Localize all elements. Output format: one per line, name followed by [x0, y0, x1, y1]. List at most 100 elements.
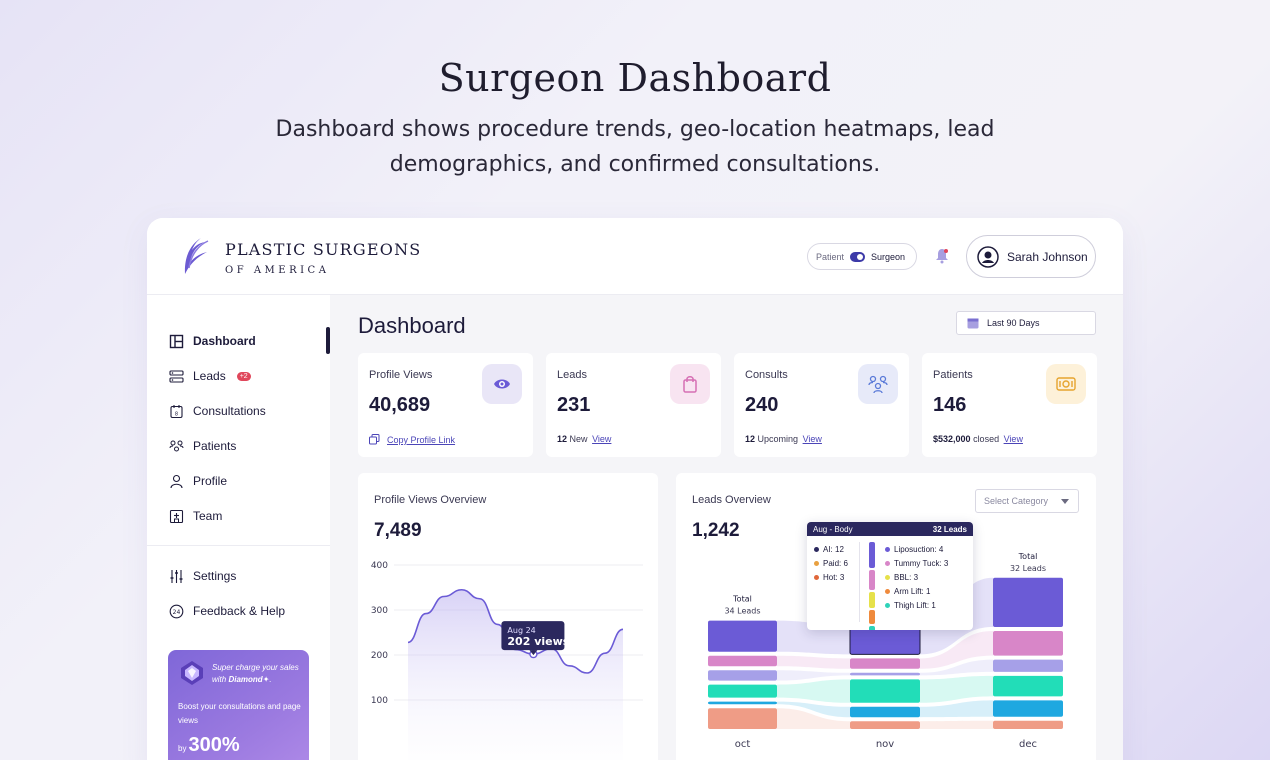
money-icon: [1046, 364, 1086, 404]
copy-icon: [369, 434, 380, 445]
bar-segment: [708, 708, 777, 729]
bar-segment: [850, 721, 920, 729]
tooltip-bg: [501, 621, 565, 651]
stat-label: Consults: [745, 369, 788, 381]
area-fill: [408, 589, 623, 760]
sidebar-item-settings[interactable]: Settings: [169, 566, 236, 586]
stat-value: 146: [933, 394, 967, 416]
procedure-dot: [885, 588, 890, 594]
stat-card-consults: Consults 240 12 Upcoming View: [734, 353, 909, 457]
total-label: Total: [732, 595, 752, 604]
leads-tooltip: Aug - Body 32 Leads AI: 12 Paid: 6 Hot: 3 …: [807, 522, 973, 630]
chevron-down-icon: [1061, 499, 1069, 504]
y-tick-label: 400: [371, 561, 388, 571]
category-select[interactable]: Select Category: [975, 489, 1079, 513]
total-value: 32 Leads: [1010, 564, 1046, 573]
tooltip-title: Aug - Body: [813, 524, 853, 534]
bar-segment: [708, 670, 777, 681]
tooltip-value: 202 views: [507, 635, 569, 648]
stat-value: 240: [745, 394, 779, 416]
bar-segment: [708, 684, 777, 698]
logo-text: PLASTIC SURGEONS: [225, 240, 422, 259]
bell-icon[interactable]: [935, 248, 949, 264]
panel-title: Leads Overview: [692, 494, 771, 506]
total-label: Total: [1018, 552, 1038, 561]
stat-footer: $532,000 closed View: [933, 434, 1023, 444]
y-tick-label: 200: [371, 651, 388, 661]
flow-ribbon: [920, 659, 993, 676]
stat-value: 40,689: [369, 394, 431, 416]
help-24-icon: 24: [169, 604, 184, 618]
top-bar: PLASTIC SURGEONS OF AMERICA Patient Surg…: [147, 218, 1123, 295]
tooltip-header: Aug - Body 32 Leads: [807, 522, 973, 536]
user-name: Sarah Johnson: [1007, 249, 1088, 264]
people-icon: [858, 364, 898, 404]
tooltip-total: 32 Leads: [932, 524, 967, 534]
sidebar-item-leads[interactable]: Leads +2: [169, 366, 251, 386]
sidebar-item-profile[interactable]: Profile: [169, 471, 227, 491]
bar-segment: [850, 679, 920, 703]
sidebar-item-label: Settings: [193, 569, 237, 583]
view-consults-link[interactable]: View: [802, 434, 822, 444]
sidebar-item-feedback[interactable]: 24 Feedback & Help: [169, 601, 285, 621]
view-patients-link[interactable]: View: [1003, 434, 1023, 444]
stat-card-leads: Leads 231 12 New View: [546, 353, 721, 457]
flow-ribbon: [777, 708, 850, 729]
stat-footer: 12 Upcoming View: [745, 434, 822, 444]
y-tick-label: 300: [371, 606, 388, 616]
bar-segment: [993, 700, 1063, 717]
tooltip-date: Aug 24: [507, 626, 535, 635]
sidebar-item-label: Leads: [193, 369, 226, 383]
procedure-dot: [885, 574, 890, 580]
logo-wing-icon: [184, 238, 209, 274]
bar-segment: [993, 720, 1063, 729]
mode-toggle[interactable]: Patient Surgeon: [807, 243, 917, 270]
sidebar-item-label: Consultations: [193, 404, 266, 418]
stat-label: Leads: [557, 369, 587, 381]
view-leads-link[interactable]: View: [592, 434, 612, 444]
sidebar-item-label: Team: [193, 509, 223, 523]
calendar-icon: [967, 318, 979, 329]
stat-label: Profile Views: [369, 369, 433, 381]
tooltip-bar-segment: [869, 610, 875, 624]
promo-card[interactable]: Super charge your sales with Diamond✦. B…: [168, 650, 309, 760]
date-range-label: Last 90 Days: [987, 318, 1040, 328]
svg-text:8: 8: [175, 411, 178, 417]
avatar-icon: [977, 245, 999, 268]
flow-ribbon: [920, 700, 993, 718]
tooltip-bar-segment: [869, 570, 875, 590]
y-tick-label: 100: [371, 696, 388, 706]
procedure-dot: [885, 546, 890, 552]
sidebar-item-patients[interactable]: Patients: [169, 436, 236, 456]
tooltip-source-row: Paid: 6: [814, 556, 848, 570]
leads-icon: [169, 369, 184, 383]
date-range-button[interactable]: Last 90 Days: [956, 311, 1096, 335]
procedure-dot: [885, 602, 890, 608]
sidebar-item-dashboard[interactable]: Dashboard: [169, 331, 256, 351]
total-value: 34 Leads: [724, 607, 760, 616]
dashboard-icon: [169, 334, 184, 348]
bar-segment: [993, 675, 1063, 697]
user-menu[interactable]: Sarah Johnson: [966, 235, 1096, 278]
calendar-icon: 8: [170, 404, 183, 418]
promo-text: Boost your consultations and page views: [178, 702, 301, 725]
sidebar-item-label: Dashboard: [193, 334, 256, 348]
promo-headline: Super charge your sales with Diamond✦.: [212, 663, 299, 684]
panel-total: 7,489: [374, 520, 422, 541]
patients-icon: [169, 440, 184, 451]
sidebar-item-label: Patients: [193, 439, 237, 453]
sidebar-item-consultations[interactable]: 8 Consultations: [169, 401, 266, 421]
bar-segment: [850, 672, 920, 676]
copy-profile-link[interactable]: Copy Profile Link: [369, 434, 455, 445]
sidebar: Dashboard Leads +2 8 Consultations Patie…: [147, 295, 330, 760]
leads-badge: +2: [236, 371, 251, 381]
tooltip-source-row: AI: 12: [814, 542, 848, 556]
page-title: Dashboard: [358, 313, 466, 338]
tooltip-procedure-row: Arm Lift: 1: [885, 584, 948, 598]
tooltip-bar-segment: [869, 626, 875, 630]
toggle-switch[interactable]: [850, 251, 866, 262]
sidebar-item-team[interactable]: Team: [169, 506, 222, 526]
bar-segment: [708, 620, 777, 652]
tooltip-procedures: Liposuction: 4 Tummy Tuck: 3 BBL: 3 Arm Lif…: [885, 542, 948, 612]
user-icon: [170, 474, 183, 488]
